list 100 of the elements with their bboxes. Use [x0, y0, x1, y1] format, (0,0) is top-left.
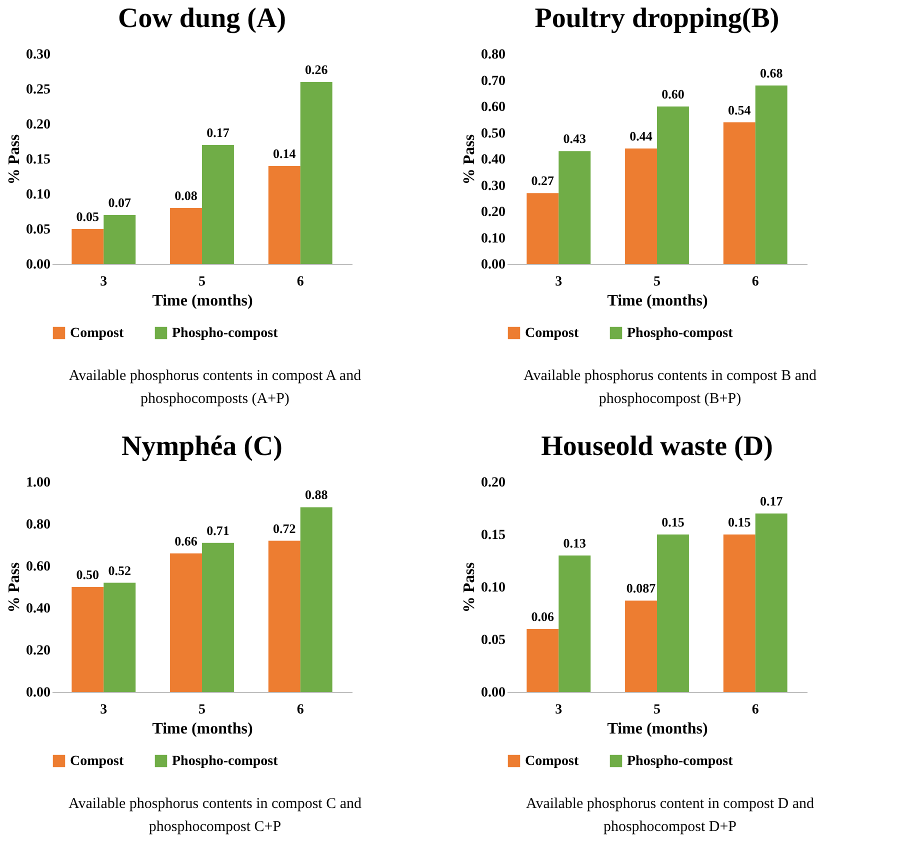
data-label: 0.13: [563, 536, 586, 550]
y-tick-label: 0.40: [26, 602, 50, 616]
data-label: 0.68: [760, 66, 784, 80]
bar: [625, 148, 657, 264]
bar: [526, 193, 559, 264]
text: Available phosphorus content in compost D and phosphocompost D+P: [524, 795, 815, 836]
x-tick-label: 5: [198, 274, 206, 290]
data-label: 0.087: [626, 580, 656, 596]
bar: [755, 514, 788, 692]
text: Available phosphorus contents in compost A and phosphocomposts (A+P): [68, 367, 362, 408]
y-tick-label: 0.05: [26, 222, 50, 238]
y-tick-label: 0.20: [26, 644, 50, 658]
text: Available phosphorus contents in compost C and phosphocompost C+P: [67, 795, 362, 836]
data-label: 0.50: [76, 567, 100, 582]
bar: [268, 166, 300, 264]
x-tick-label: 3: [555, 274, 562, 290]
bar: [657, 534, 689, 692]
data-label: 0.06: [531, 609, 555, 624]
bar: [558, 556, 591, 692]
y-tick-label: 0.60: [481, 100, 506, 115]
data-label: 0.07: [108, 195, 132, 210]
y-tick-label: 0.20: [481, 205, 506, 220]
x-tick-label: 5: [654, 274, 660, 290]
legend-label: Compost: [70, 326, 124, 341]
x-tick-label: 3: [100, 274, 108, 290]
bar: [72, 229, 104, 264]
data-label: 0.43: [563, 131, 586, 146]
y-tick-label: 0.00: [26, 686, 50, 700]
y-tick-label: 0.50: [481, 126, 506, 142]
data-label: 0.44: [630, 128, 653, 144]
y-tick-label: 0.60: [26, 560, 50, 574]
bar: [723, 122, 756, 264]
data-label: 0.15: [662, 514, 685, 530]
x-tick-label: 6: [752, 702, 759, 718]
x-axis-title: Time (months): [607, 292, 708, 310]
y-tick-label: 0.15: [26, 152, 50, 168]
data-label: 0.15: [728, 514, 752, 530]
data-label: 0.52: [108, 562, 131, 578]
data-label: 0.17: [760, 494, 784, 508]
legend-label: Compost: [525, 754, 580, 769]
data-label: 0.14: [273, 146, 296, 161]
y-tick-label: 0.70: [481, 74, 506, 89]
x-axis-title: Time (months): [152, 292, 253, 310]
y-tick-label: 0.25: [26, 82, 50, 98]
bar: [202, 542, 234, 692]
y-tick-label: 1.00: [26, 476, 50, 490]
y-tick-label: 0.80: [481, 48, 506, 62]
y-tick-label: 0.30: [481, 178, 506, 194]
y-tick-label: 0.10: [481, 231, 506, 246]
text: Available phosphorus contents in compost B and phosphocompost (B+P): [522, 367, 818, 408]
bar: [625, 600, 657, 692]
x-tick-label: 6: [752, 274, 759, 290]
x-tick-label: 3: [100, 702, 108, 718]
bar: [723, 534, 756, 692]
data-label: 0.26: [304, 62, 328, 77]
bar: [755, 86, 788, 264]
legend-label: Compost: [70, 754, 124, 769]
bar: [170, 553, 202, 692]
x-tick-label: 3: [555, 702, 562, 718]
chart-title: Cow dung (A): [118, 3, 286, 34]
x-tick-label: 5: [654, 702, 660, 718]
y-tick-label: 0.05: [481, 633, 506, 648]
legend-label: Phospho-compost: [172, 754, 278, 769]
legend-label: Phospho-compost: [172, 326, 278, 341]
data-label: 0.71: [206, 522, 230, 538]
y-tick-label: 0.10: [481, 580, 506, 596]
y-axis-title: % Pass: [6, 562, 23, 613]
data-label: 0.88: [304, 487, 328, 502]
bar: [104, 215, 136, 264]
chart-title: Nymphéa (C): [122, 431, 282, 462]
bar: [104, 582, 136, 692]
data-label: 0.54: [728, 102, 752, 118]
y-tick-label: 0.20: [481, 476, 506, 490]
y-tick-label: 0.40: [481, 152, 506, 168]
bar: [657, 106, 689, 264]
bar: [300, 507, 332, 692]
x-axis-title: Time (months): [607, 720, 708, 738]
bar: [558, 151, 591, 264]
y-tick-label: 0.30: [26, 48, 50, 62]
x-tick-label: 6: [296, 274, 304, 290]
y-tick-label: 0.00: [481, 686, 506, 700]
legend-label: Compost: [525, 326, 580, 341]
x-axis-title: Time (months): [152, 720, 253, 738]
data-label: 0.27: [531, 173, 555, 188]
data-label: 0.05: [76, 209, 100, 224]
y-tick-label: 0.00: [26, 258, 50, 272]
data-label: 0.08: [174, 188, 198, 203]
bar: [300, 82, 332, 264]
bar: [170, 208, 202, 264]
data-label: 0.66: [174, 533, 198, 548]
chart-title: Houseold waste (D): [541, 431, 773, 462]
legend-label: Phospho-compost: [627, 754, 734, 769]
x-tick-label: 6: [296, 702, 304, 718]
y-tick-label: 0.00: [481, 258, 506, 272]
bar: [268, 540, 300, 692]
x-tick-label: 5: [198, 702, 206, 718]
bar: [72, 587, 104, 692]
y-tick-label: 0.15: [481, 528, 506, 543]
chart-title: Poultry dropping(B): [534, 3, 780, 34]
y-tick-label: 0.80: [26, 518, 50, 532]
